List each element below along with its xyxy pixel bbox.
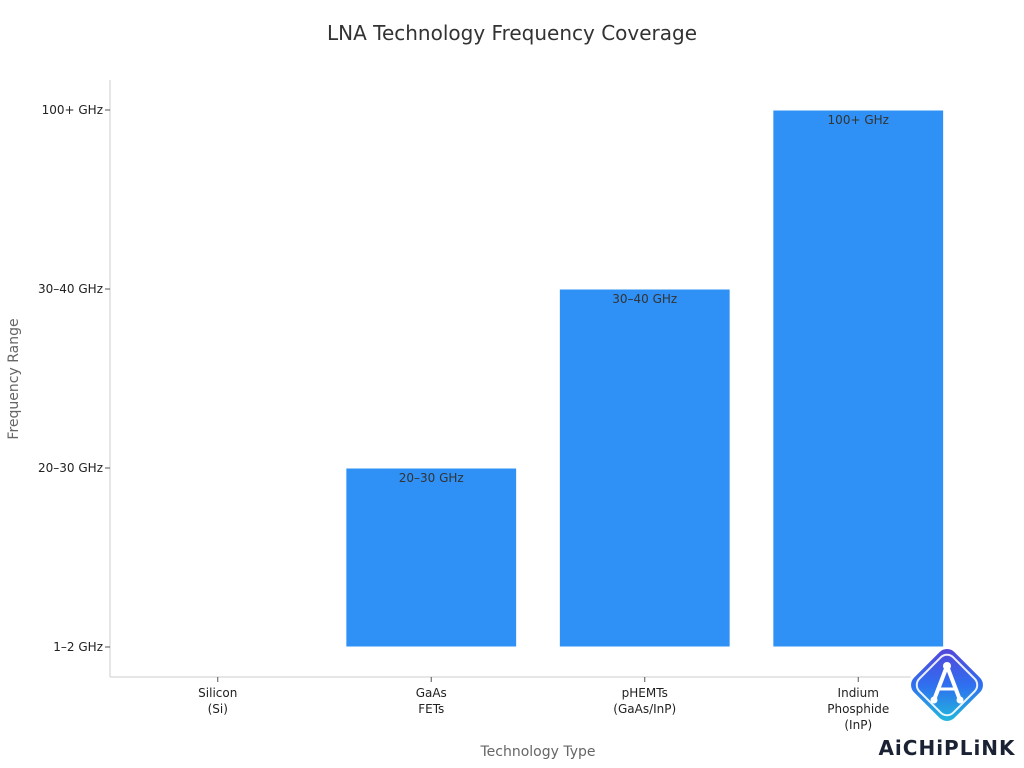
x-ticks: Silicon (Si) GaAs FETs pHEMTs (GaAs/InP) Indiu… — [198, 677, 889, 732]
bars — [345, 109, 945, 648]
bar — [772, 109, 945, 648]
bar-data-label: 30–40 GHz — [612, 292, 677, 306]
x-tick-label: Indium Phosphide (InP) — [827, 686, 889, 732]
watermark-text: AiCHiPLiNK — [878, 736, 1016, 760]
axes — [109, 80, 966, 678]
x-tick-label: Silicon (Si) — [198, 686, 237, 716]
x-axis-title: Technology Type — [479, 744, 595, 760]
y-tick-label: 20–30 GHz — [38, 461, 103, 475]
aichiplink-logo: AiCHiPLiNK — [878, 646, 1016, 760]
bar — [558, 288, 731, 648]
bar-data-label: 100+ GHz — [828, 113, 889, 127]
bar — [345, 467, 518, 648]
y-tick-label: 1–2 GHz — [53, 640, 103, 654]
chart-title: LNA Technology Frequency Coverage — [327, 21, 697, 45]
x-tick-label: GaAs FETs — [416, 686, 447, 716]
y-tick-label: 30–40 GHz — [38, 282, 103, 296]
x-tick-label: pHEMTs (GaAs/InP) — [613, 686, 676, 716]
bar-labels: 20–30 GHz 30–40 GHz 100+ GHz — [399, 113, 889, 485]
y-ticks: 1–2 GHz 20–30 GHz 30–40 GHz 100+ GHz — [38, 103, 110, 654]
aichiplink-logo-icon — [908, 646, 986, 724]
bar-data-label: 20–30 GHz — [399, 471, 464, 485]
y-axis-title: Frequency Range — [6, 318, 22, 439]
y-tick-label: 100+ GHz — [42, 103, 103, 117]
